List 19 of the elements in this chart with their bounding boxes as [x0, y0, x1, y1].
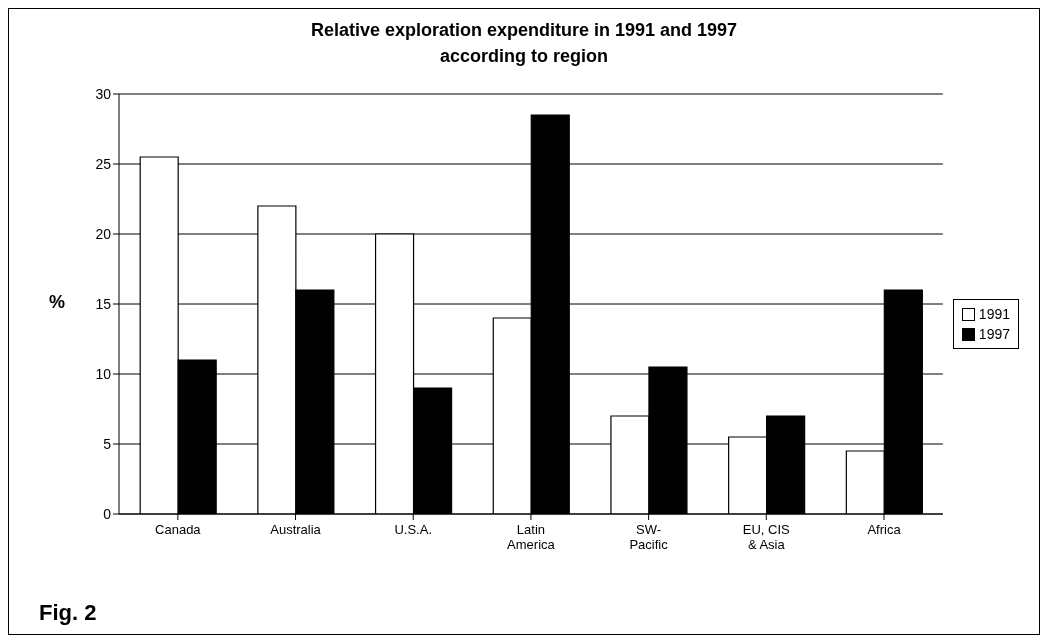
y-tick-label: 0 [103, 505, 112, 522]
x-tick-label: Canada [155, 522, 202, 537]
chart-title: Relative exploration expenditure in 1991 and 1997 according to region [309, 19, 739, 68]
y-tick-label: 25 [95, 155, 112, 172]
y-axis-title: % [49, 292, 66, 313]
x-tick-label: U.S.A. [394, 522, 433, 537]
x-tick-label: SW- Pacific [629, 522, 669, 552]
y-tick-label: 5 [103, 435, 112, 452]
caption: Fig. 2 [39, 600, 97, 626]
legend-label: 1991 [978, 305, 1010, 324]
x-tick-label: Latin America [507, 522, 556, 552]
x-tick-label: Australia [270, 522, 322, 537]
y-tick-label: 30 [95, 85, 112, 102]
y-tick-label: 10 [95, 365, 112, 382]
y-tick-label: 15 [95, 295, 112, 312]
y-tick-label: 20 [95, 225, 112, 242]
x-tick-label: Africa [867, 522, 902, 537]
x-tick-label: EU, CIS & Asia [742, 522, 791, 552]
legend-label: 1997 [978, 325, 1010, 344]
